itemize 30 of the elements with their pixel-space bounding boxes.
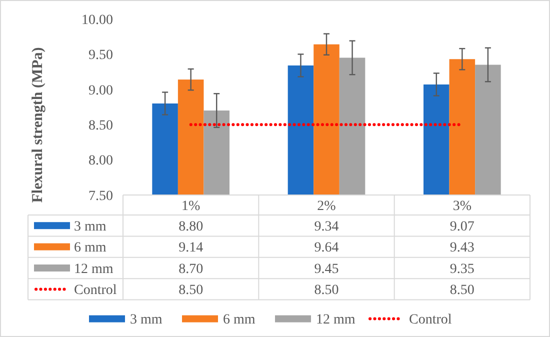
legend-label: 12 mm — [74, 262, 114, 277]
legend-label: Control — [74, 283, 117, 298]
data-label: 8.80 — [178, 220, 204, 234]
y-tick-label: 9.00 — [88, 83, 113, 98]
text: 12 mm — [316, 312, 356, 328]
data-label: 9.34 — [314, 220, 339, 234]
text: 6 mm — [223, 312, 256, 328]
data-label: 9.45 — [314, 262, 339, 277]
text: Control — [409, 312, 452, 328]
y-axis-title: Flexural strength (MPa) — [30, 47, 46, 203]
y-tick-label: 8.50 — [88, 118, 113, 134]
data-label: 9.07 — [450, 220, 474, 234]
x-tick-label: 1% — [181, 198, 200, 214]
data-label: 8.50 — [178, 283, 204, 298]
y-tick-label: 9.50 — [88, 48, 113, 64]
data-label: 9.35 — [450, 262, 474, 277]
data-label: 9.64 — [314, 240, 339, 256]
y-tick-label: 8.00 — [88, 154, 113, 169]
y-tick-label: 10.00 — [82, 12, 113, 28]
x-tick-label: 3% — [452, 198, 472, 214]
legend-label: 6 mm — [74, 240, 106, 256]
y-tick-label: 7.50 — [88, 188, 113, 204]
data-label: 8.50 — [450, 283, 474, 298]
data-label: 9.14 — [178, 240, 204, 256]
data-label: 9.43 — [450, 240, 474, 256]
text: 3 mm — [130, 312, 162, 328]
legend-label: 3 mm — [74, 220, 106, 234]
x-tick-label: 2% — [317, 198, 336, 214]
data-label: 8.70 — [178, 262, 204, 277]
data-label: 8.50 — [314, 283, 339, 298]
